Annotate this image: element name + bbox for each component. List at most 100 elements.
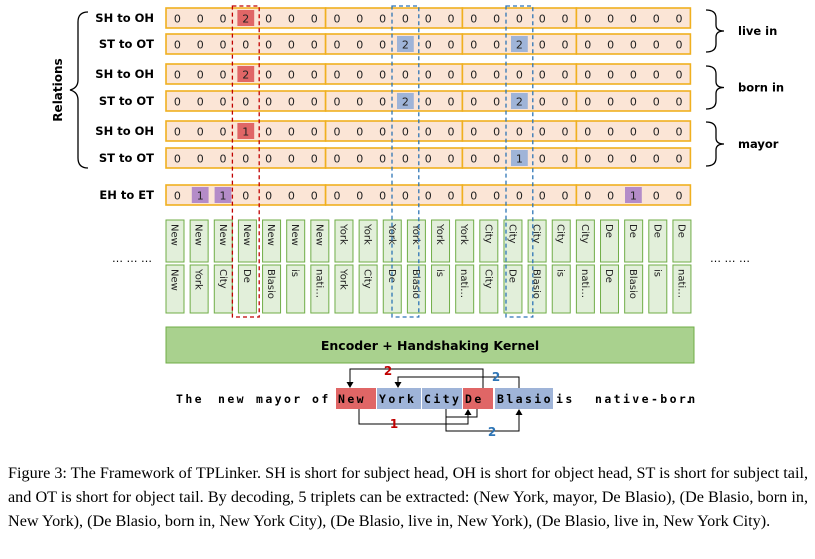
matrix-cell: 0 (265, 39, 272, 52)
matrix-cell: 2 (402, 96, 409, 109)
sentence-token: is (556, 392, 575, 406)
matrix-cell: 0 (584, 190, 591, 203)
matrix-cell: 0 (379, 126, 386, 139)
sentence-token: new (218, 392, 246, 406)
token-box (431, 219, 451, 263)
arc-label: 1 (390, 417, 398, 431)
matrix-cell: 0 (448, 126, 455, 139)
row-segment (324, 184, 464, 206)
token-box (431, 264, 451, 314)
matrix-cell: 0 (493, 126, 500, 139)
encoder-label: Encoder + Handshaking Kernel (321, 338, 539, 353)
token-box (455, 264, 475, 314)
matrix-cell: 0 (220, 126, 227, 139)
token-box (237, 264, 257, 314)
token-text: De (386, 269, 397, 283)
token-box (310, 219, 330, 263)
token-box (575, 219, 595, 263)
token-text: York (337, 223, 348, 245)
row-segment (324, 63, 464, 85)
arrow-head (346, 382, 354, 388)
sentence-token: New (338, 392, 366, 406)
matrix-cell: 0 (288, 153, 295, 166)
token-text: City (555, 224, 566, 244)
matrix-cell: 0 (242, 39, 249, 52)
matrix-cell: 0 (539, 39, 546, 52)
sentence-token: City (424, 392, 461, 406)
token-text: New (169, 269, 180, 291)
row-segment (324, 90, 464, 112)
link-arc (358, 409, 469, 425)
token-text: De (675, 224, 686, 238)
matrix-cell: 0 (425, 69, 432, 82)
row-segment (575, 33, 692, 55)
cell-highlight (237, 66, 255, 82)
matrix-cell: 0 (584, 13, 591, 26)
token-box (575, 264, 595, 314)
row-label: ST to OT (99, 37, 154, 51)
link-arc (397, 376, 520, 388)
matrix-cell: 0 (425, 190, 432, 203)
token-text: York (193, 268, 204, 290)
matrix-cell: 0 (448, 13, 455, 26)
token-pair: De Blasio (624, 219, 644, 314)
matrix-cell: 0 (288, 96, 295, 109)
sentence-token-highlight (495, 388, 553, 409)
token-box (165, 264, 185, 314)
matrix-cell: 0 (288, 39, 295, 52)
matrix-cell: 0 (470, 69, 477, 82)
matrix-cell: 0 (265, 13, 272, 26)
token-box (189, 219, 209, 263)
matrix-cell: 0 (311, 13, 318, 26)
matrix-cell: 0 (379, 69, 386, 82)
sentence-token: The (176, 392, 204, 406)
ellipsis-right: … … … (710, 252, 750, 265)
token-text: York (410, 223, 421, 245)
matrix-cell: 0 (265, 153, 272, 166)
matrix-cell: 0 (197, 126, 204, 139)
matrix-cell: 0 (174, 190, 181, 203)
row-segment (324, 120, 464, 142)
matrix-cell: 0 (288, 126, 295, 139)
matrix-cell: 2 (242, 13, 249, 26)
arrow-head (394, 382, 402, 388)
token-text: De (603, 269, 614, 283)
token-pair: De nati… (672, 219, 692, 314)
token-pair: New Blasio (262, 219, 282, 314)
token-pair: York nati… (455, 219, 475, 314)
row-segment (575, 147, 692, 169)
sentence-token: native-born (595, 392, 698, 406)
matrix-cell: 0 (516, 69, 523, 82)
arc-label: 2 (488, 425, 496, 439)
token-pair: York City (358, 219, 378, 314)
matrix-cell: 0 (516, 126, 523, 139)
matrix-cell: 0 (356, 190, 363, 203)
token-pair: New York (189, 219, 209, 314)
cell-highlight (237, 123, 255, 139)
token-box (310, 264, 330, 314)
token-box (262, 264, 282, 314)
row-label: SH to OH (95, 124, 154, 138)
token-text: is (555, 269, 566, 277)
token-box (672, 219, 692, 263)
link-arc (349, 368, 484, 388)
matrix-cell: 0 (379, 153, 386, 166)
matrix-cell: 0 (584, 39, 591, 52)
matrix-cell: 0 (539, 190, 546, 203)
matrix-cell: 0 (493, 96, 500, 109)
matrix-cell: 0 (425, 153, 432, 166)
matrix-cell: 0 (653, 153, 660, 166)
token-text: nati… (579, 269, 590, 298)
matrix-row: EH to ET 0 1 1 0 0 0 0 0 0 0 0 0 0 0 0 0 0 0 0 0 1 0 0 (99, 184, 692, 206)
matrix-cell: 0 (265, 190, 272, 203)
matrix-cell: 0 (584, 69, 591, 82)
arc-label: 2 (492, 370, 500, 384)
matrix-cell: 0 (197, 153, 204, 166)
matrix-cell: 0 (562, 190, 569, 203)
matrix-cell: 0 (448, 69, 455, 82)
token-text: is (651, 269, 662, 277)
matrix-cell: 1 (630, 190, 637, 203)
matrix-cell: 0 (448, 190, 455, 203)
matrix-cell: 0 (288, 69, 295, 82)
matrix-cell: 0 (174, 126, 181, 139)
